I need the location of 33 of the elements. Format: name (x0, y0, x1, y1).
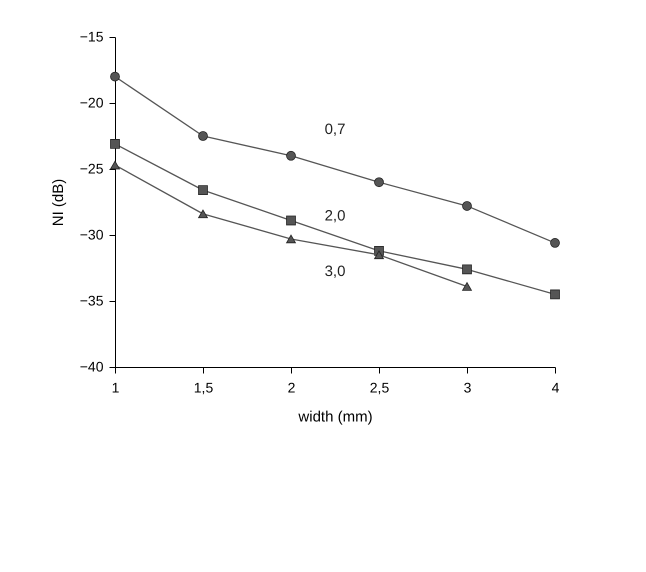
point (198, 185, 208, 195)
point (110, 139, 120, 149)
point (462, 264, 472, 274)
point (286, 234, 296, 244)
y-tick-label: −40 (80, 358, 104, 374)
point (462, 201, 472, 211)
point (110, 160, 120, 170)
x-tick-label: 4 (552, 380, 560, 396)
point (550, 290, 560, 300)
y-tick-label: −20 (80, 94, 104, 110)
point (198, 131, 208, 141)
x-tick-label: 1 (112, 380, 120, 396)
point (286, 216, 296, 226)
series-label: 0,7 (324, 121, 346, 138)
point (374, 250, 384, 260)
series-label: 2,0 (324, 208, 346, 225)
point (110, 72, 120, 82)
series-label: 3,0 (324, 262, 346, 280)
x-axis-title: width (mm) (297, 408, 373, 426)
x-tick-label: 2 (288, 380, 296, 396)
y-tick-label: −30 (80, 226, 104, 242)
x-tick-label: 1,5 (194, 380, 214, 396)
y-tick-label: −15 (80, 28, 104, 44)
point (462, 282, 472, 291)
point (198, 210, 208, 218)
y-tick-label: −35 (80, 292, 104, 308)
point (374, 177, 384, 188)
y-tick-label: −25 (80, 160, 104, 176)
x-tick-label: 2,5 (370, 380, 390, 396)
point (286, 150, 296, 161)
x-tick-label: 3 (464, 380, 472, 396)
y-axis-title: NI (dB) (50, 178, 67, 226)
point (550, 238, 560, 248)
